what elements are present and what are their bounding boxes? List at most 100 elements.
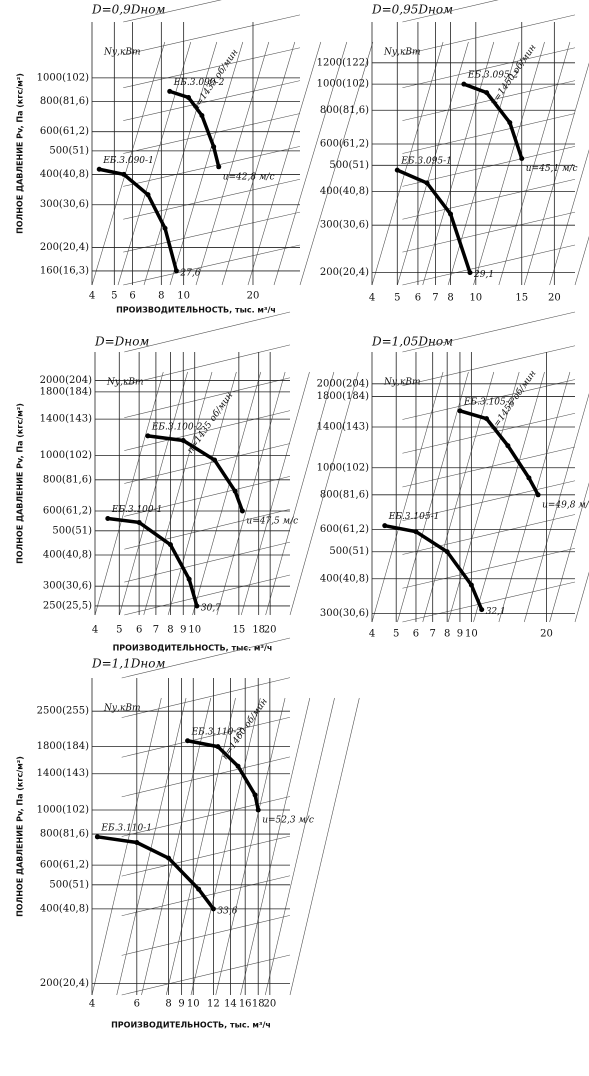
nomogram-line — [397, 41, 469, 286]
curve-name: ЕБ.3.110-2 — [191, 727, 243, 737]
x-tick-label: 8 — [444, 629, 450, 640]
curve-name: ЕБ.3.100-2 — [151, 422, 203, 432]
y-tick-label: 400(40,8) — [320, 573, 369, 584]
curve-name: ЕБ.3.095-2 — [467, 71, 519, 81]
x-tick-label: 4 — [92, 625, 98, 636]
x-tick-label: 4 — [89, 999, 95, 1010]
curve-point — [424, 180, 430, 186]
nomogram-line — [119, 371, 188, 616]
nomogram-line — [402, 178, 576, 220]
nomogram-line — [123, 80, 301, 121]
x-tick-label: 18 — [252, 999, 265, 1010]
curve-point — [468, 582, 474, 588]
nomogram-line — [123, 0, 222, 23]
nomogram-line — [422, 371, 495, 623]
y-tick-label: 1400(143) — [317, 422, 369, 433]
y-tick-label: 1000(102) — [40, 450, 92, 461]
nomogram-line — [574, 236, 589, 286]
curve-point — [96, 166, 102, 172]
fan-curve — [98, 167, 179, 272]
y-tick-label: 2500(255) — [37, 706, 89, 717]
x-tick-label: 10 — [465, 629, 478, 640]
nomogram-line — [91, 697, 162, 996]
curve-point — [185, 738, 191, 744]
curve-point — [519, 156, 525, 162]
nomogram-line — [190, 697, 261, 996]
x-tick-label: 4 — [369, 293, 375, 304]
curve-point — [162, 225, 168, 231]
nomogram-line — [124, 311, 291, 353]
nomogram-line — [124, 476, 291, 517]
end-label: 32,1 — [486, 607, 506, 617]
nomogram-line — [123, 14, 301, 56]
x-tick-label: 6 — [134, 999, 140, 1010]
y-tick-label: 800(81,6) — [43, 474, 92, 485]
nomogram-line — [121, 915, 291, 956]
curve-point — [535, 492, 541, 498]
y-tick-label: 500(51) — [52, 525, 92, 536]
curve-point — [461, 81, 467, 87]
nomogram-line — [94, 371, 164, 616]
curve-point — [134, 839, 140, 845]
nomogram-line — [141, 697, 212, 996]
nomogram-line — [116, 697, 187, 996]
nomogram-line — [371, 41, 444, 286]
nomogram-line — [402, 80, 576, 121]
nomogram-line — [402, 547, 576, 589]
nomogram-line — [121, 716, 291, 758]
curve-point — [413, 529, 419, 535]
nomogram-line — [215, 697, 286, 996]
speed-label: u=45,1 м/с — [526, 164, 578, 174]
speed-label: u=42,8 м/с — [223, 172, 275, 182]
nomogram-line — [549, 149, 589, 286]
curve-point — [479, 607, 485, 613]
curve-name: ЕБ.3.105-1 — [388, 512, 440, 522]
nomogram-line — [123, 47, 301, 89]
curve-name: ЕБ.3.105-2 — [463, 397, 515, 407]
curve-point — [211, 144, 217, 150]
x-tick-label: 8 — [447, 293, 453, 304]
nomogram-line — [498, 41, 571, 286]
nomogram-line — [121, 954, 291, 996]
nomogram-line — [240, 371, 310, 616]
y-tick-label: 600(61,2) — [40, 126, 89, 137]
x-tick-label: 14 — [224, 999, 237, 1010]
chart: D=1,05Dном 300(30,6) 400(40,8) 500(51) 600(6… — [317, 311, 589, 640]
x-tick-label: 9 — [457, 629, 463, 640]
nomogram-line — [124, 541, 291, 583]
x-tick-label: 10 — [188, 625, 201, 636]
nomogram-line — [273, 41, 348, 286]
nomogram-line — [402, 113, 576, 154]
curve-point — [136, 519, 142, 525]
x-tick-label: 8 — [167, 625, 173, 636]
y-tick-label: 600(61,2) — [43, 506, 92, 517]
y-tick-label: 1800(184) — [40, 386, 92, 397]
nomogram-line — [124, 443, 291, 484]
nomogram-line — [289, 697, 360, 996]
curve-point — [235, 763, 241, 769]
x-tick-label: 16 — [239, 999, 252, 1010]
curve-point — [212, 457, 218, 463]
nomogram-line — [121, 796, 291, 837]
curve-point — [167, 88, 173, 94]
y-tick-label: 200(20,4) — [40, 242, 89, 253]
nomogram-line — [123, 178, 301, 220]
curve-name: ЕБ.3.095-1 — [400, 157, 452, 167]
y-tick-label: 600(61,2) — [40, 860, 89, 871]
nomogram-line — [123, 113, 301, 154]
nomogram-line — [402, 211, 576, 253]
y-tick-label: 200(20,4) — [40, 978, 89, 989]
x-tick-label: 5 — [111, 291, 117, 302]
x-tick-label: 9 — [178, 999, 184, 1010]
nomogram-line — [402, 47, 576, 89]
curve-point — [105, 515, 111, 521]
nomogram-line — [221, 41, 296, 286]
x-tick-label: 7 — [153, 625, 159, 636]
y-tick-label: 400(40,8) — [40, 169, 89, 180]
nomogram-line — [167, 371, 237, 616]
curve-point — [457, 408, 463, 414]
x-tick-label: 7 — [432, 293, 438, 304]
x-tick-label: 4 — [89, 291, 95, 302]
nomogram-line — [473, 41, 545, 286]
